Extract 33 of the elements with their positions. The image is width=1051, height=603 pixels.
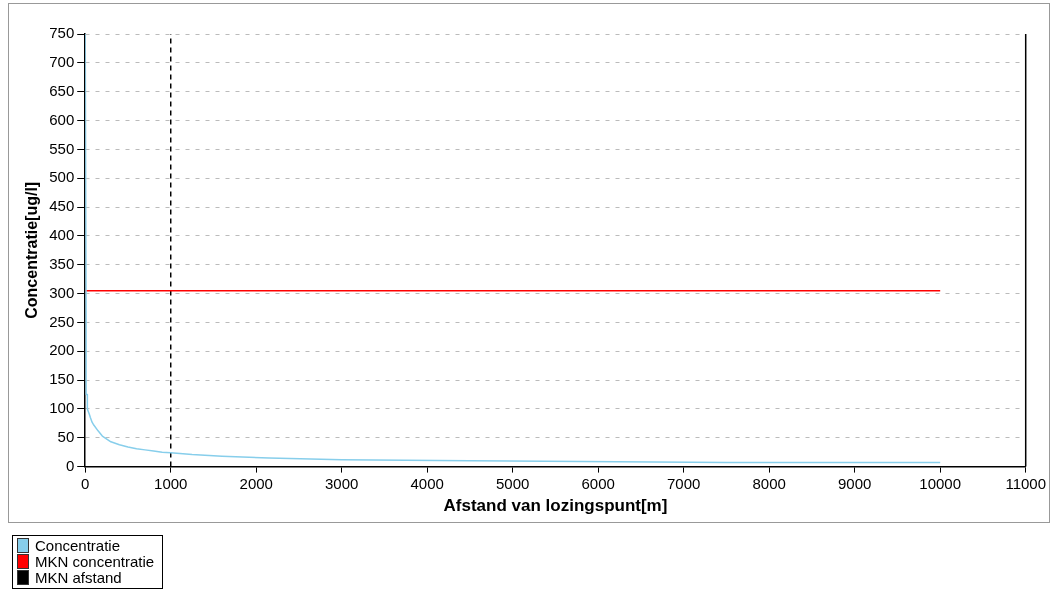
- y-tick-label: 100: [49, 399, 75, 417]
- legend-label: MKN concentratie: [35, 553, 155, 570]
- x-tick-label: 4000: [410, 474, 444, 492]
- x-tick-label: 1000: [154, 474, 188, 492]
- x-tick-label: 2000: [239, 474, 273, 492]
- y-tick-label: 600: [49, 110, 75, 128]
- x-tick-label: 9000: [838, 474, 872, 492]
- legend-label: Concentratie: [35, 537, 121, 554]
- y-axis-title: Concentratie[ug/l]: [23, 181, 41, 319]
- y-tick-label: 650: [49, 81, 75, 99]
- y-tick-label: 300: [49, 283, 75, 301]
- x-tick-label: 7000: [667, 474, 701, 492]
- x-tick-label: 10000: [919, 474, 962, 492]
- y-tick-label: 500: [49, 168, 75, 186]
- y-tick-label: 250: [49, 312, 75, 330]
- y-tick-label: 400: [49, 226, 75, 244]
- x-axis-title: Afstand van lozingspunt[m]: [443, 496, 668, 516]
- x-tick-label: 3000: [325, 474, 359, 492]
- y-tick-label: 450: [49, 197, 75, 215]
- y-tick-label: 150: [49, 370, 75, 388]
- y-tick-label: 700: [49, 52, 75, 70]
- x-tick-label: 11000: [1005, 474, 1047, 492]
- y-tick-label: 50: [57, 427, 75, 445]
- y-tick-label: 750: [49, 24, 75, 42]
- x-tick-label: 5000: [496, 474, 530, 492]
- x-tick-label: 8000: [752, 474, 786, 492]
- x-tick-label: 0: [81, 474, 90, 492]
- x-tick-label: 6000: [581, 474, 615, 492]
- y-tick-label: 350: [49, 254, 75, 272]
- y-tick-label: 200: [49, 341, 75, 359]
- y-tick-label: 0: [65, 456, 75, 474]
- legend-label: MKN afstand: [35, 569, 122, 586]
- y-tick-label: 550: [49, 139, 75, 157]
